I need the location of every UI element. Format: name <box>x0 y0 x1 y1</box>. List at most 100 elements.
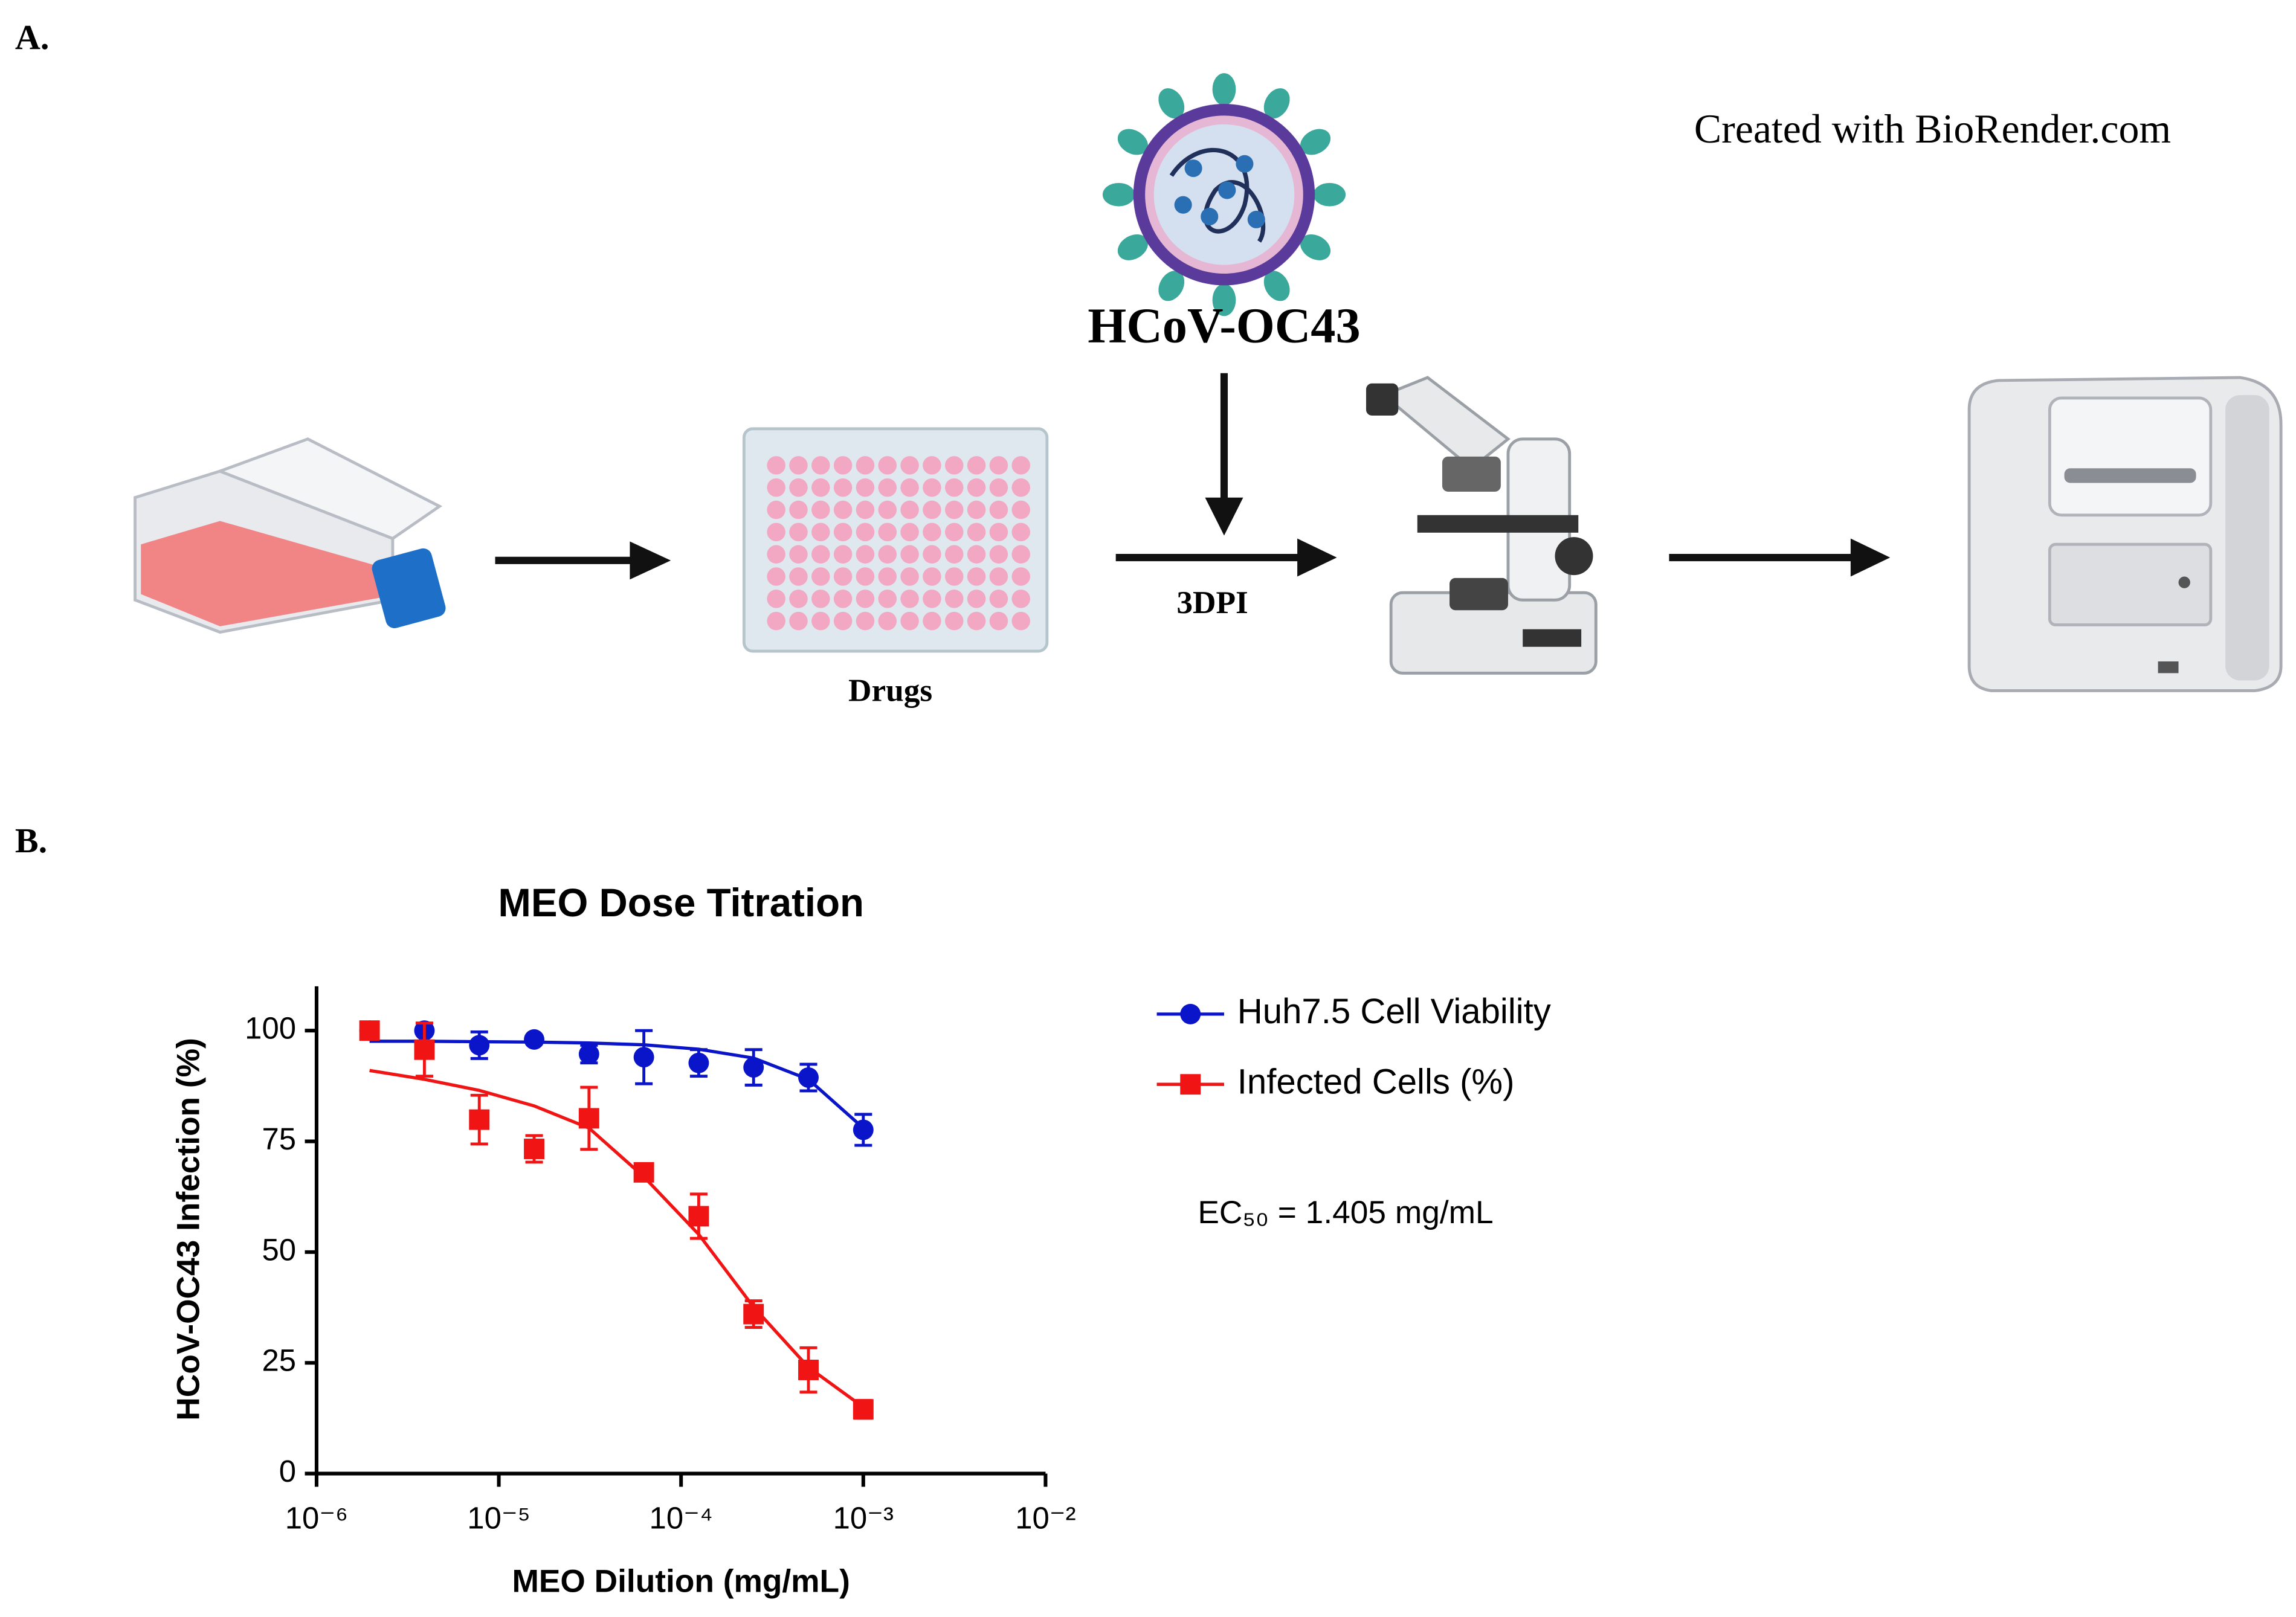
well <box>989 500 1008 519</box>
well <box>1011 478 1030 497</box>
spike <box>1300 129 1331 155</box>
data-point <box>798 1360 819 1380</box>
y-axis-label: HCoV-OC43 Infection (%) <box>171 1038 207 1421</box>
well <box>923 590 941 608</box>
legend-marker <box>1180 1003 1201 1024</box>
well <box>1011 590 1030 608</box>
y-tick-label: 50 <box>262 1232 296 1267</box>
well <box>923 500 941 519</box>
x-tick-label: 10⁻⁴ <box>650 1501 713 1535</box>
well <box>944 545 964 564</box>
data-point <box>633 1162 654 1183</box>
spike <box>1212 73 1236 106</box>
well <box>878 590 897 608</box>
well <box>989 567 1008 586</box>
well <box>767 590 785 608</box>
fit-curve <box>369 1069 865 1409</box>
well <box>967 567 986 586</box>
well <box>944 522 964 542</box>
well <box>900 611 919 631</box>
well <box>878 500 897 519</box>
well <box>989 611 1008 631</box>
chart-title: MEO Dose Titration <box>498 881 864 925</box>
well <box>811 522 830 542</box>
well <box>900 500 919 519</box>
arrows <box>495 373 1891 580</box>
y-tick-label: 75 <box>262 1122 296 1156</box>
well <box>989 545 1008 564</box>
annotation: EC₅₀ = 1.405 mg/mL <box>1198 1195 1493 1230</box>
well <box>767 456 785 475</box>
x-axis-label: MEO Dilution (mg/mL) <box>512 1563 850 1599</box>
virus <box>1102 73 1346 317</box>
data-point <box>524 1029 544 1050</box>
x-tick-label: 10⁻² <box>1015 1501 1075 1535</box>
well <box>878 478 897 497</box>
well <box>856 478 875 497</box>
x-tick-label: 10⁻⁵ <box>467 1501 530 1535</box>
panel-label: B. <box>15 821 47 860</box>
well <box>900 590 919 608</box>
data-point <box>853 1119 874 1140</box>
flask <box>134 437 446 634</box>
chart: MEO Dose Titration MEO Dilution (mg/mL) … <box>171 881 1551 1599</box>
well <box>923 611 941 631</box>
well <box>767 500 785 519</box>
data-point <box>743 1057 764 1078</box>
well <box>1011 545 1030 564</box>
well <box>923 478 941 497</box>
well <box>833 611 853 631</box>
spike <box>1212 283 1236 317</box>
data-point <box>853 1399 874 1420</box>
well <box>811 611 830 631</box>
well <box>767 478 785 497</box>
well <box>833 590 853 608</box>
well <box>944 590 964 608</box>
well <box>944 611 964 631</box>
well <box>900 522 919 542</box>
well <box>944 456 964 475</box>
well <box>833 522 853 542</box>
well <box>878 456 897 475</box>
data-point <box>688 1052 709 1073</box>
legend-label: Infected Cells (%) <box>1237 1062 1515 1102</box>
well <box>923 456 941 475</box>
well <box>833 545 853 564</box>
y-tick-label: 25 <box>262 1343 296 1378</box>
well <box>900 567 919 586</box>
well <box>789 456 808 475</box>
well <box>811 478 830 497</box>
well <box>989 478 1008 497</box>
well <box>1011 456 1030 475</box>
well <box>789 590 808 608</box>
well <box>878 611 897 631</box>
well <box>789 500 808 519</box>
well <box>989 456 1008 475</box>
well <box>878 545 897 564</box>
well <box>811 500 830 519</box>
plate-reader <box>1967 376 2283 692</box>
well <box>878 567 897 586</box>
well <box>856 456 875 475</box>
well <box>967 456 986 475</box>
panel-label: A. <box>15 18 50 57</box>
data-point <box>469 1109 490 1130</box>
well <box>967 522 986 542</box>
well <box>767 567 785 586</box>
microscope <box>1366 376 1598 675</box>
well <box>789 545 808 564</box>
spike <box>1117 129 1148 155</box>
well <box>967 500 986 519</box>
well <box>1011 611 1030 631</box>
well <box>856 522 875 542</box>
well <box>878 522 897 542</box>
well <box>856 500 875 519</box>
well <box>856 590 875 608</box>
well <box>833 478 853 497</box>
plate-label: Drugs <box>848 673 932 709</box>
spike <box>1158 88 1185 119</box>
well <box>856 611 875 631</box>
well <box>767 522 785 542</box>
well <box>767 545 785 564</box>
well <box>900 478 919 497</box>
